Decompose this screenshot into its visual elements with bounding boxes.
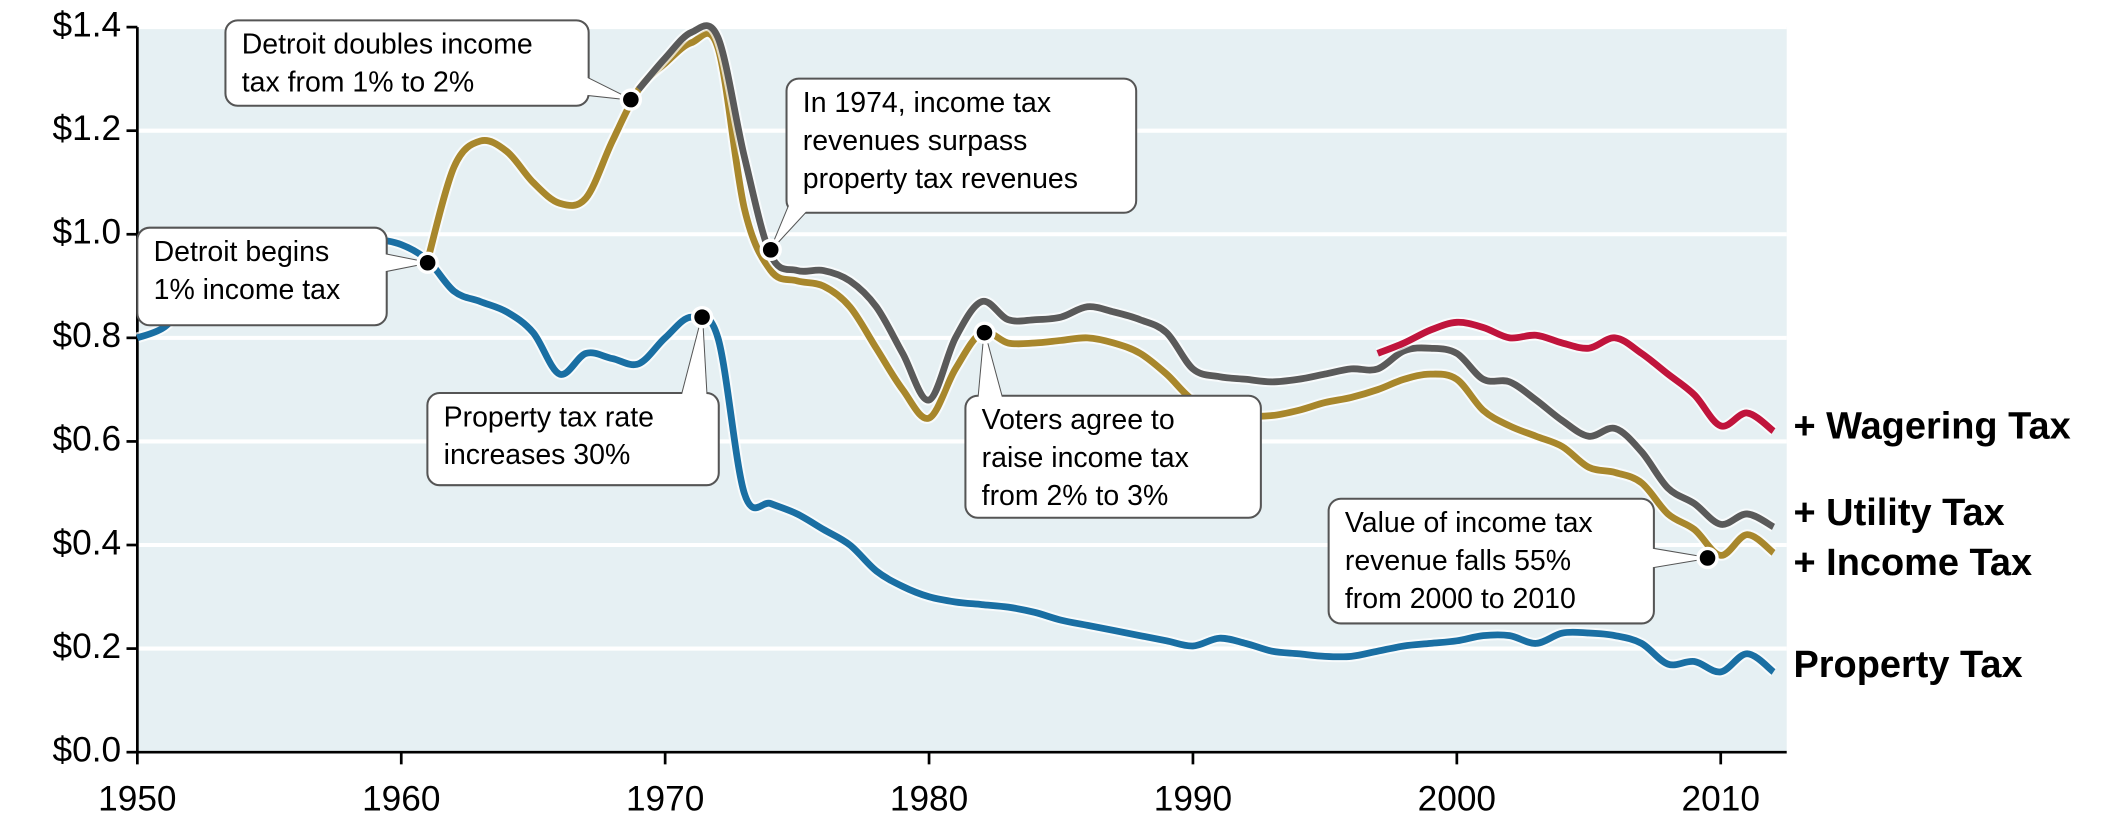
annotation-text: property tax revenues — [803, 163, 1078, 195]
annotation-text: Detroit doubles income — [242, 29, 533, 61]
callout-pointer-fill — [976, 332, 1009, 423]
callout-pointer-fill — [359, 249, 428, 277]
callout-pointer-fill — [561, 65, 631, 100]
y-tick-label: $1.2 — [53, 109, 122, 148]
y-tick-label: $1.0 — [53, 213, 122, 252]
callout-box — [785, 77, 1138, 214]
series-label: + Income Tax — [1793, 542, 2032, 584]
annotation-text: tax from 1% to 2% — [242, 67, 474, 99]
series-line — [636, 22, 1776, 530]
series-label: + Wagering Tax — [1793, 405, 2070, 447]
y-tick-label: $1.4 — [53, 5, 122, 44]
callout-box — [964, 394, 1262, 519]
y-tick-label: $0.2 — [53, 627, 122, 666]
callout-box — [426, 392, 720, 487]
series-label: + Utility Tax — [1793, 492, 2004, 534]
x-tick-label: 1950 — [98, 779, 176, 818]
annotation-text: Voters agree to — [982, 404, 1175, 436]
series-line — [1376, 318, 1776, 434]
y-tick-label: $0.8 — [53, 316, 122, 355]
x-tick-label: 1980 — [890, 779, 968, 818]
annotation-text: revenues surpass — [803, 125, 1028, 157]
x-tick-label: 1960 — [362, 779, 440, 818]
annotation-text: 1% income tax — [154, 274, 341, 306]
annotation-text: Property tax rate — [444, 401, 654, 433]
annotation-text: from 2000 to 2010 — [1345, 583, 1576, 615]
annotation-text: from 2% to 3% — [982, 480, 1169, 512]
annotation-text: In 1974, income tax — [803, 87, 1051, 119]
y-tick-label: $0.0 — [53, 730, 122, 769]
callout-box — [136, 226, 388, 327]
annotation-point — [690, 305, 714, 329]
annotation-point — [973, 321, 996, 344]
x-tick-label: 2010 — [1682, 779, 1760, 818]
annotation-point — [1696, 546, 1719, 570]
annotation-text: raise income tax — [982, 442, 1189, 474]
annotation-text: Detroit begins — [154, 236, 330, 268]
callout-pointer-fill — [1626, 544, 1708, 572]
series-label: Property Tax — [1793, 644, 2022, 686]
annotation-point — [416, 251, 439, 274]
callout-pointer-fill — [675, 317, 708, 421]
x-tick-label: 1970 — [626, 779, 704, 818]
annotation-point — [759, 238, 782, 261]
annotation-text: Value of income tax — [1345, 507, 1593, 539]
callout-box — [224, 19, 590, 107]
x-tick-label: 2000 — [1418, 779, 1496, 818]
y-tick-label: $0.4 — [53, 523, 122, 562]
annotation-text: revenue falls 55% — [1345, 545, 1571, 577]
x-tick-label: 1990 — [1154, 779, 1232, 818]
y-tick-label: $0.6 — [53, 420, 122, 459]
annotation-text: increases 30% — [444, 439, 631, 471]
series-line — [136, 235, 1776, 676]
annotation-point — [619, 88, 643, 111]
